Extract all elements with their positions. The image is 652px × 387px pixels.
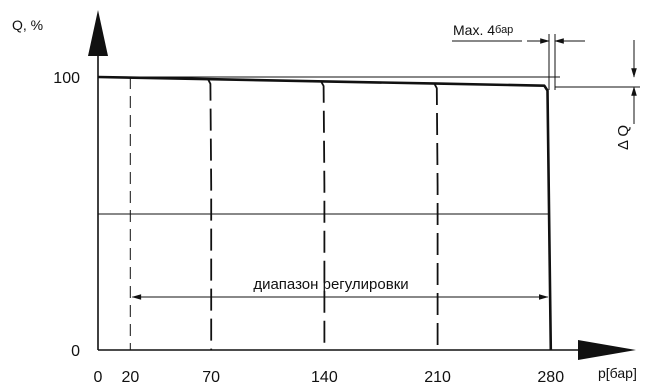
y-axis-label: Q, % bbox=[12, 17, 43, 33]
x-tick-labels: 0 20 70 140 210 280 bbox=[94, 369, 565, 386]
x-tick-label: 140 bbox=[311, 369, 338, 386]
setting-curve-dashed bbox=[433, 83, 439, 350]
flow-curve-main bbox=[97, 75, 553, 351]
x-axis-label: p[бар] bbox=[598, 365, 637, 381]
max-annotation: Max. 4бар bbox=[453, 22, 513, 38]
x-tick-label: 70 bbox=[202, 369, 220, 386]
y-tick-label: 100 bbox=[53, 70, 80, 87]
setting-curve-dashed bbox=[320, 80, 326, 350]
x-tick-label: 280 bbox=[537, 369, 564, 386]
x-tick-label: 0 bbox=[94, 369, 103, 386]
y-axis-arrowhead bbox=[88, 10, 108, 56]
x-tick-label: 210 bbox=[424, 369, 451, 386]
x-axis-arrowhead bbox=[578, 340, 636, 360]
setting-curve-dashed bbox=[207, 78, 213, 350]
delta-q-label: Δ Q bbox=[615, 125, 632, 150]
y-tick-labels: 0 100 bbox=[53, 70, 80, 360]
series-layer bbox=[97, 75, 553, 351]
y-tick-label: 0 bbox=[71, 343, 80, 360]
x-tick-label: 20 bbox=[121, 369, 139, 386]
range-label: диапазон регулировки bbox=[253, 276, 408, 293]
